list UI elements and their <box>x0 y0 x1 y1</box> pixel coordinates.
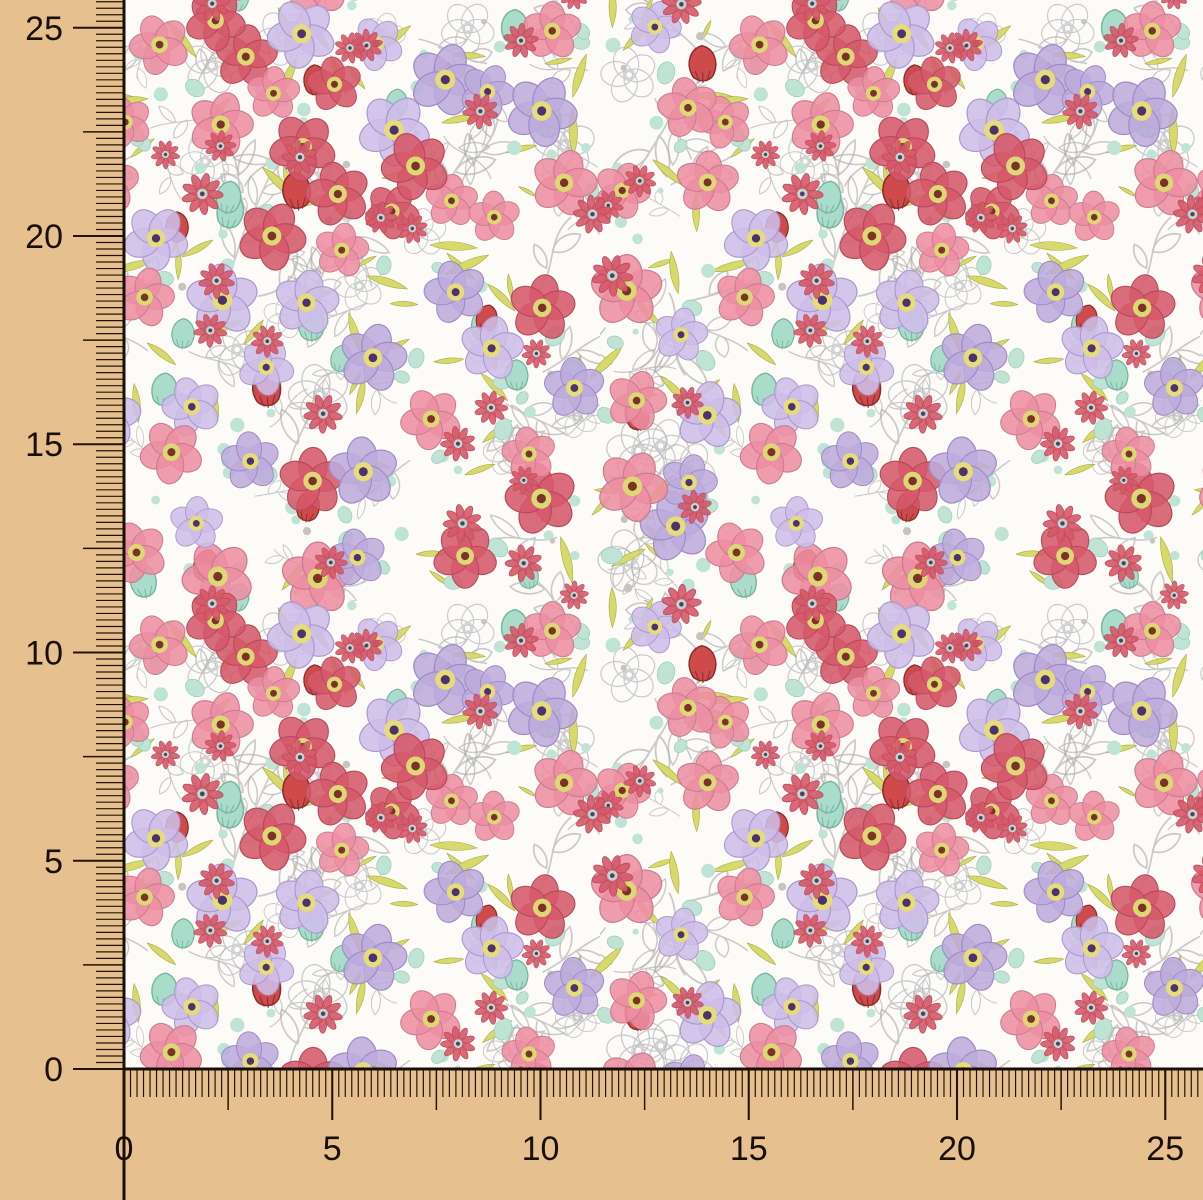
svg-text:0: 0 <box>44 1051 63 1089</box>
svg-text:20: 20 <box>25 218 63 256</box>
svg-text:10: 10 <box>25 635 63 673</box>
svg-text:15: 15 <box>25 426 63 464</box>
svg-text:20: 20 <box>938 1130 976 1168</box>
svg-text:25: 25 <box>1146 1130 1184 1168</box>
svg-text:5: 5 <box>44 843 63 881</box>
svg-text:10: 10 <box>522 1130 560 1168</box>
svg-text:15: 15 <box>730 1130 768 1168</box>
svg-text:5: 5 <box>323 1130 342 1168</box>
svg-text:0: 0 <box>115 1130 134 1168</box>
svg-text:25: 25 <box>25 10 63 48</box>
